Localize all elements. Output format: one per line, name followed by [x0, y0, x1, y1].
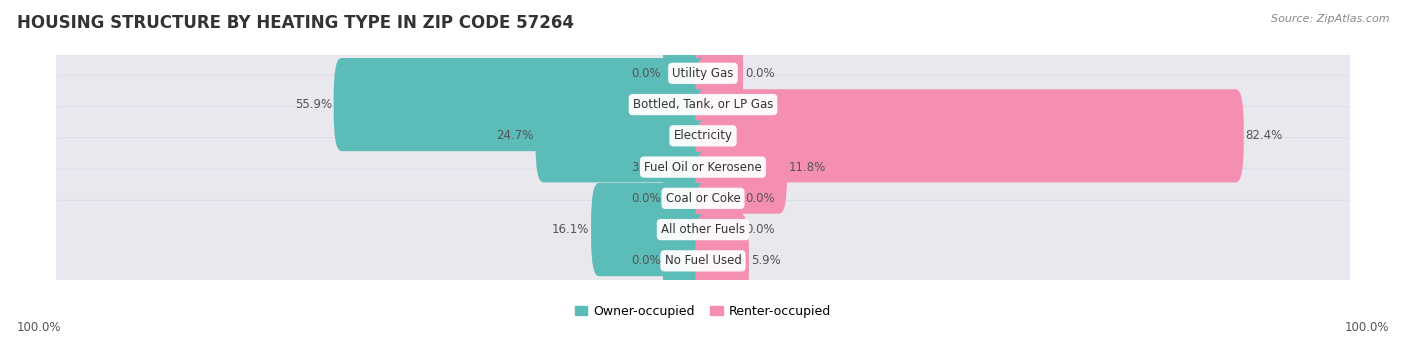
Text: 55.9%: 55.9%: [295, 98, 332, 111]
FancyBboxPatch shape: [49, 75, 1357, 196]
FancyBboxPatch shape: [49, 138, 1357, 259]
Text: All other Fuels: All other Fuels: [661, 223, 745, 236]
FancyBboxPatch shape: [662, 214, 711, 308]
Text: 24.7%: 24.7%: [496, 129, 533, 142]
FancyBboxPatch shape: [49, 200, 1357, 322]
Text: 0.0%: 0.0%: [745, 67, 775, 80]
Text: Bottled, Tank, or LP Gas: Bottled, Tank, or LP Gas: [633, 98, 773, 111]
Text: 82.4%: 82.4%: [1246, 129, 1282, 142]
FancyBboxPatch shape: [662, 120, 711, 214]
Text: 0.0%: 0.0%: [745, 223, 775, 236]
Text: 0.0%: 0.0%: [631, 254, 661, 267]
Text: 16.1%: 16.1%: [551, 223, 589, 236]
FancyBboxPatch shape: [695, 120, 787, 214]
Text: Source: ZipAtlas.com: Source: ZipAtlas.com: [1271, 14, 1389, 24]
Text: 100.0%: 100.0%: [17, 321, 62, 334]
FancyBboxPatch shape: [662, 152, 711, 245]
Text: Fuel Oil or Kerosene: Fuel Oil or Kerosene: [644, 161, 762, 174]
FancyBboxPatch shape: [695, 214, 749, 308]
FancyBboxPatch shape: [49, 106, 1357, 228]
Text: HOUSING STRUCTURE BY HEATING TYPE IN ZIP CODE 57264: HOUSING STRUCTURE BY HEATING TYPE IN ZIP…: [17, 14, 574, 32]
FancyBboxPatch shape: [662, 27, 711, 120]
Text: 0.0%: 0.0%: [631, 67, 661, 80]
FancyBboxPatch shape: [695, 183, 744, 276]
FancyBboxPatch shape: [536, 89, 711, 182]
FancyBboxPatch shape: [695, 58, 744, 151]
Text: 11.8%: 11.8%: [789, 161, 827, 174]
FancyBboxPatch shape: [333, 58, 711, 151]
Text: Utility Gas: Utility Gas: [672, 67, 734, 80]
Text: Electricity: Electricity: [673, 129, 733, 142]
Legend: Owner-occupied, Renter-occupied: Owner-occupied, Renter-occupied: [569, 300, 837, 323]
FancyBboxPatch shape: [695, 152, 744, 245]
FancyBboxPatch shape: [695, 89, 1244, 182]
FancyBboxPatch shape: [591, 183, 711, 276]
Text: 0.0%: 0.0%: [631, 192, 661, 205]
Text: 5.9%: 5.9%: [751, 254, 780, 267]
Text: 3.2%: 3.2%: [631, 161, 661, 174]
FancyBboxPatch shape: [695, 27, 744, 120]
FancyBboxPatch shape: [49, 13, 1357, 134]
Text: 0.0%: 0.0%: [745, 192, 775, 205]
Text: 100.0%: 100.0%: [1344, 321, 1389, 334]
Text: Coal or Coke: Coal or Coke: [665, 192, 741, 205]
Text: No Fuel Used: No Fuel Used: [665, 254, 741, 267]
FancyBboxPatch shape: [49, 169, 1357, 290]
FancyBboxPatch shape: [49, 44, 1357, 165]
Text: 0.0%: 0.0%: [745, 98, 775, 111]
